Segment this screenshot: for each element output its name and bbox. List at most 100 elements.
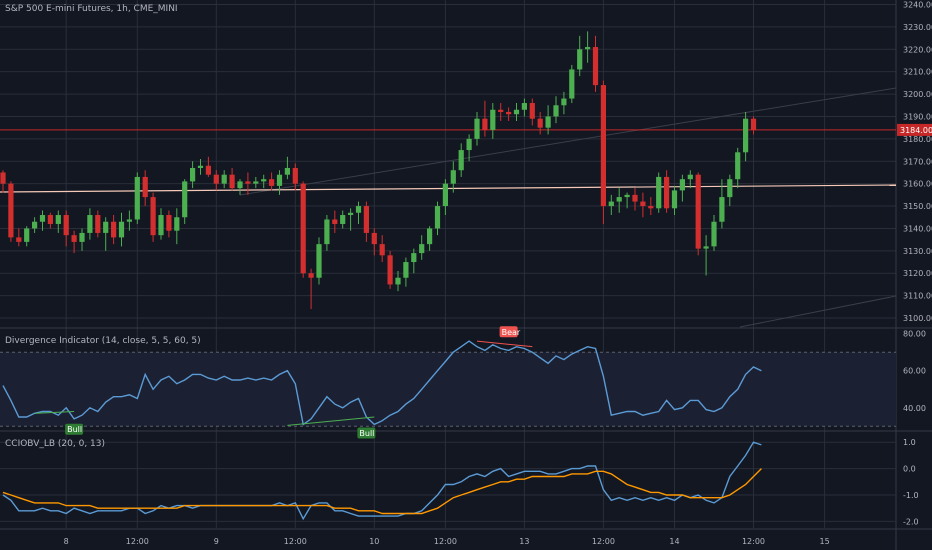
price-tick-label: 3160.00 bbox=[903, 180, 932, 189]
time-tick-label: 12:00 bbox=[126, 537, 149, 546]
candle-body bbox=[387, 255, 393, 285]
candle-body bbox=[656, 176, 662, 209]
candle-body bbox=[379, 244, 385, 256]
price-tick-label: 3150.00 bbox=[903, 202, 932, 211]
price-tick-label: 3180.00 bbox=[903, 135, 932, 144]
candle-body bbox=[308, 273, 314, 278]
candle-body bbox=[498, 109, 504, 112]
candle-body bbox=[284, 167, 290, 175]
ccio-tick-label: -1.0 bbox=[903, 491, 919, 500]
time-tick-label: 15 bbox=[820, 537, 830, 546]
candle-body bbox=[616, 197, 622, 202]
candle-body bbox=[118, 221, 125, 238]
candle-body bbox=[174, 217, 180, 231]
signal-label-text: Bull bbox=[67, 425, 82, 434]
candle-body bbox=[276, 174, 283, 186]
candle-body bbox=[300, 183, 306, 274]
candle-body bbox=[166, 215, 172, 231]
candle-body bbox=[711, 221, 717, 247]
candle-body bbox=[577, 49, 583, 70]
candle-body bbox=[229, 174, 235, 189]
candle-body bbox=[111, 221, 117, 238]
candle-body bbox=[205, 165, 211, 175]
candle-body bbox=[679, 179, 685, 191]
candle-body bbox=[719, 197, 725, 222]
signal-label-text: Bull bbox=[359, 429, 374, 438]
candle-body bbox=[624, 194, 630, 198]
candle-body bbox=[561, 98, 567, 106]
trend-line-lower bbox=[739, 295, 897, 328]
candle-body bbox=[458, 150, 464, 171]
osc-series-line bbox=[2, 340, 762, 426]
price-tick-label: 3190.00 bbox=[903, 112, 932, 121]
candle-body bbox=[403, 262, 409, 278]
ccio-line bbox=[2, 441, 762, 521]
candle-body bbox=[466, 138, 472, 151]
candle-body bbox=[253, 181, 259, 184]
osc-band bbox=[0, 352, 896, 427]
candle-body bbox=[332, 219, 338, 224]
osc-tick-label: 60.00 bbox=[903, 367, 926, 376]
candle-body bbox=[411, 253, 417, 263]
candle-body bbox=[237, 181, 243, 189]
oscillator-title: Divergence Indicator (14, close, 5, 5, 6… bbox=[5, 336, 201, 346]
bull-divergence-line bbox=[287, 416, 375, 426]
candle-body bbox=[269, 179, 275, 186]
price-tick-label: 3200.00 bbox=[903, 90, 932, 99]
time-tick-label: 12:00 bbox=[742, 537, 765, 546]
time-tick-label: 14 bbox=[669, 537, 679, 546]
candle-body bbox=[150, 197, 156, 236]
candle-body bbox=[71, 235, 77, 242]
ccio-signal-line bbox=[2, 468, 762, 515]
candle-body bbox=[16, 237, 22, 242]
candle-body bbox=[292, 167, 298, 184]
candle-body bbox=[32, 221, 38, 229]
price-tick-label: 3240.00 bbox=[903, 0, 932, 9]
price-tick-label: 3210.00 bbox=[903, 68, 932, 77]
candle-body bbox=[632, 194, 638, 202]
candle-body bbox=[506, 111, 512, 115]
last-price-tag bbox=[897, 123, 932, 136]
time-tick-label: 13 bbox=[519, 537, 529, 546]
candle-body bbox=[355, 206, 362, 213]
time-tick-label: 9 bbox=[214, 537, 219, 546]
candle-body bbox=[419, 244, 425, 254]
candle-body bbox=[585, 47, 591, 50]
candle-body bbox=[8, 183, 14, 238]
candle-body bbox=[529, 103, 535, 119]
candle-body bbox=[553, 105, 559, 117]
candle-body bbox=[482, 118, 488, 130]
osc-tick-label: 80.00 bbox=[903, 330, 926, 339]
candle-body bbox=[640, 201, 646, 207]
ccio-tick-label: -2.0 bbox=[903, 517, 919, 526]
candle-body bbox=[142, 176, 148, 198]
candle-body bbox=[442, 183, 448, 207]
candle-body bbox=[687, 174, 693, 180]
time-tick-label: 12:00 bbox=[592, 537, 615, 546]
bear-divergence-line bbox=[476, 340, 533, 348]
candle-body bbox=[664, 176, 670, 209]
candle-body bbox=[87, 215, 93, 233]
candle-body bbox=[39, 215, 46, 222]
ccio-tick-label: 1.0 bbox=[903, 438, 916, 447]
candle-body bbox=[190, 167, 196, 182]
candle-body bbox=[648, 206, 654, 209]
candle-body bbox=[743, 118, 749, 153]
candle-body bbox=[158, 215, 164, 236]
candle-body bbox=[537, 118, 543, 128]
price-tick-label: 3230.00 bbox=[903, 23, 932, 32]
candle-body bbox=[55, 215, 61, 224]
symbol-title: S&P 500 E-mini Futures, 1h, CME_MINI bbox=[5, 4, 178, 14]
signal-label-text: Bear bbox=[502, 328, 521, 337]
candle-body bbox=[0, 172, 6, 184]
candle-body bbox=[395, 277, 401, 285]
candle-body bbox=[703, 246, 709, 249]
price-tick-label: 3110.00 bbox=[903, 292, 932, 301]
candle-body bbox=[126, 219, 132, 222]
price-tick-label: 3220.00 bbox=[903, 45, 932, 54]
trend-line-upper bbox=[239, 87, 897, 196]
price-tick-label: 3130.00 bbox=[903, 247, 932, 256]
candle-body bbox=[79, 232, 85, 242]
ccio-title: CCIOBV_LB (20, 0, 13) bbox=[5, 439, 106, 449]
